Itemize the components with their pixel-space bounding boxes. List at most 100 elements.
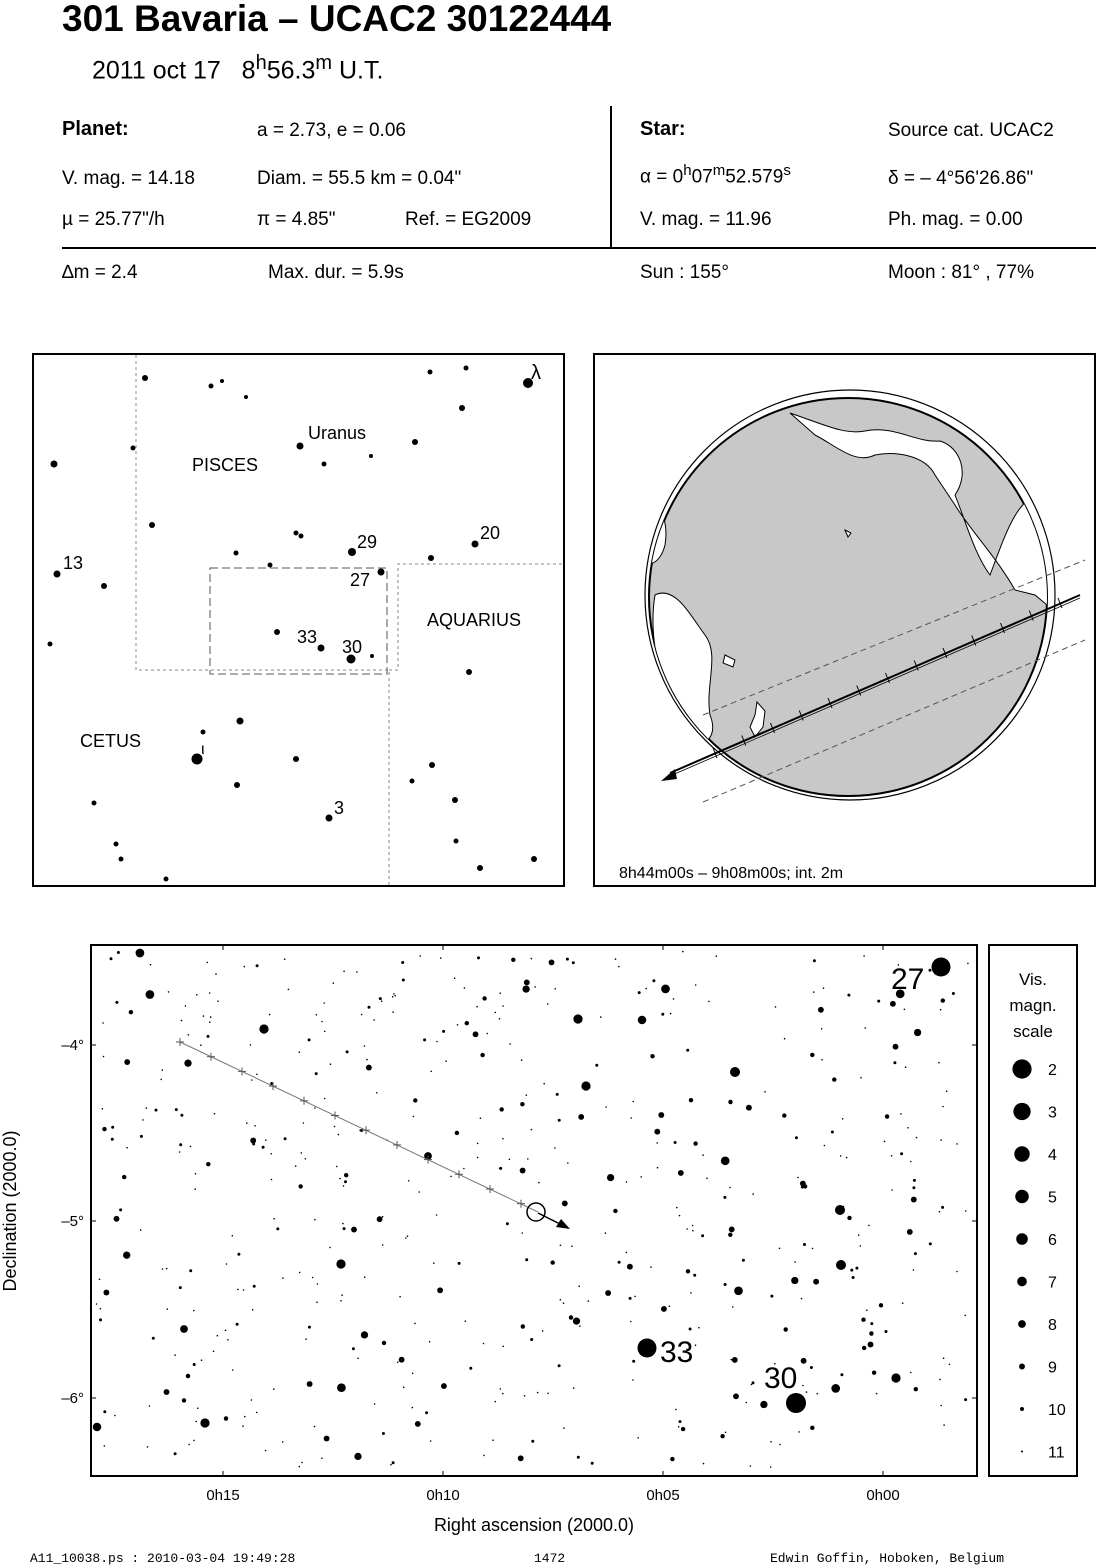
field-star: [445, 1060, 447, 1062]
star-label-3: 3: [334, 798, 344, 818]
scale-title-3: scale: [1013, 1022, 1053, 1041]
field-star: [669, 1012, 672, 1015]
finder-star: [267, 562, 273, 568]
field-star: [561, 1200, 568, 1207]
field-star: [200, 1359, 203, 1361]
field-star: [202, 1015, 205, 1017]
field-star: [729, 1186, 731, 1189]
field-star: [942, 1105, 944, 1108]
field-star: [680, 1426, 686, 1432]
y-tick-5: –5°: [61, 1213, 84, 1230]
field-star: [677, 1169, 684, 1176]
field-star: [249, 1044, 252, 1046]
field-star: [406, 1235, 409, 1237]
scale-label-mag-8: 8: [1048, 1317, 1057, 1334]
field-star: [812, 959, 816, 963]
field-star: [702, 1154, 704, 1156]
field-star: [270, 1153, 273, 1155]
field-star: [215, 973, 217, 975]
field-star: [476, 1156, 479, 1159]
field-star: [640, 1176, 642, 1178]
field-star: [200, 1418, 210, 1428]
field-star: [412, 1115, 415, 1118]
planet-diameter: Diam. = 55.5 km = 0.04": [257, 168, 462, 189]
field-star: [913, 1252, 917, 1256]
field-star: [660, 1305, 667, 1312]
path-tick: [827, 697, 833, 709]
track-arrow-line: [537, 1212, 563, 1226]
field-star: [418, 1191, 420, 1193]
finder-star: [293, 530, 299, 536]
field-star: [531, 1439, 535, 1443]
field-star: [769, 1466, 772, 1468]
finder-star: [220, 379, 224, 383]
field-star: [650, 1053, 655, 1059]
field-star: [855, 1266, 859, 1270]
header-divider: [610, 106, 612, 248]
field-star: [135, 948, 145, 958]
field-star: [661, 1012, 665, 1016]
field-star: [750, 1383, 753, 1386]
field-star: [802, 1184, 808, 1189]
field-star: [686, 1048, 690, 1052]
field-star: [861, 1317, 866, 1322]
field-star: [538, 1181, 540, 1184]
field-star: [142, 1119, 144, 1121]
field-star: [110, 1137, 114, 1141]
field-star: [99, 1308, 102, 1310]
field-star: [255, 964, 259, 968]
field-star: [728, 1232, 733, 1238]
north-limit: [702, 559, 1086, 716]
field-star: [188, 1443, 190, 1446]
field-star: [178, 1286, 182, 1290]
field-star: [567, 1162, 569, 1164]
field-star: [682, 950, 684, 953]
field-star: [259, 1024, 269, 1034]
field-star: [311, 1276, 314, 1279]
field-star: [625, 1251, 628, 1254]
field-star: [454, 1130, 460, 1136]
field-star: [479, 1117, 482, 1119]
constellation-boundaries: [135, 355, 563, 885]
field-star: [800, 1185, 804, 1189]
field-star: [628, 1296, 632, 1300]
scale-dot-mag-9: [1019, 1363, 1025, 1370]
field-star: [891, 1373, 901, 1383]
field-star: [119, 1208, 123, 1212]
field-star: [834, 1204, 846, 1216]
field-star: [875, 1392, 878, 1395]
field-star: [745, 1104, 752, 1111]
field-star: [915, 1136, 918, 1139]
field-star: [399, 1295, 401, 1298]
field-star: [546, 1003, 549, 1005]
field-star: [890, 1155, 893, 1157]
scale-label-mag-5: 5: [1048, 1190, 1057, 1207]
field-star: [802, 1384, 804, 1387]
field-star: [235, 1322, 239, 1326]
field-star: [904, 1066, 907, 1068]
field-star: [179, 1143, 183, 1147]
finder-star: [471, 540, 479, 548]
field-star: [103, 1445, 106, 1447]
field-star: [613, 1208, 618, 1214]
field-star: [209, 1021, 211, 1023]
field-star: [877, 999, 881, 1003]
header-rule: [62, 247, 1096, 249]
field-star: [701, 1234, 705, 1238]
field-star: [405, 1237, 407, 1239]
field-star: [270, 1082, 274, 1085]
field-star: [774, 1006, 777, 1008]
field-star: [237, 1288, 239, 1291]
field-star: [423, 1038, 427, 1042]
path-tick: [741, 735, 747, 746]
field-star: [690, 1292, 692, 1294]
field-star: [656, 1166, 659, 1169]
field-star: [301, 1461, 303, 1464]
star-label-27: 27: [350, 570, 370, 590]
field-star: [618, 965, 620, 968]
detail-star-chart: 27 33 30: [90, 944, 978, 1477]
field-star: [557, 1364, 561, 1368]
star-ra: α = 0h07m52.579s: [640, 162, 791, 188]
field-star: [313, 1425, 316, 1428]
field-star: [376, 1092, 378, 1094]
